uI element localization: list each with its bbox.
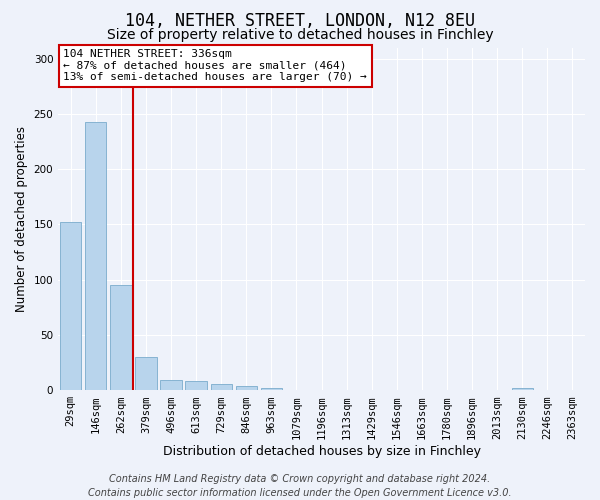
Bar (185, 382, 207, 390)
Text: Size of property relative to detached houses in Finchley: Size of property relative to detached ho… (107, 28, 493, 42)
Y-axis label: Number of detached properties: Number of detached properties (15, 126, 28, 312)
Bar (85, 122, 106, 390)
Text: 104 NETHER STREET: 336sqm
← 87% of detached houses are smaller (464)
13% of semi: 104 NETHER STREET: 336sqm ← 87% of detac… (64, 49, 367, 82)
Bar (160, 380, 182, 390)
Bar (136, 357, 157, 390)
Bar (110, 286, 131, 391)
Bar (236, 386, 257, 390)
Bar (60, 222, 82, 390)
Text: 104, NETHER STREET, LONDON, N12 8EU: 104, NETHER STREET, LONDON, N12 8EU (125, 12, 475, 30)
Text: Contains HM Land Registry data © Crown copyright and database right 2024.
Contai: Contains HM Land Registry data © Crown c… (88, 474, 512, 498)
Bar (512, 388, 533, 390)
Bar (261, 388, 282, 390)
X-axis label: Distribution of detached houses by size in Finchley: Distribution of detached houses by size … (163, 444, 481, 458)
Bar (211, 384, 232, 390)
